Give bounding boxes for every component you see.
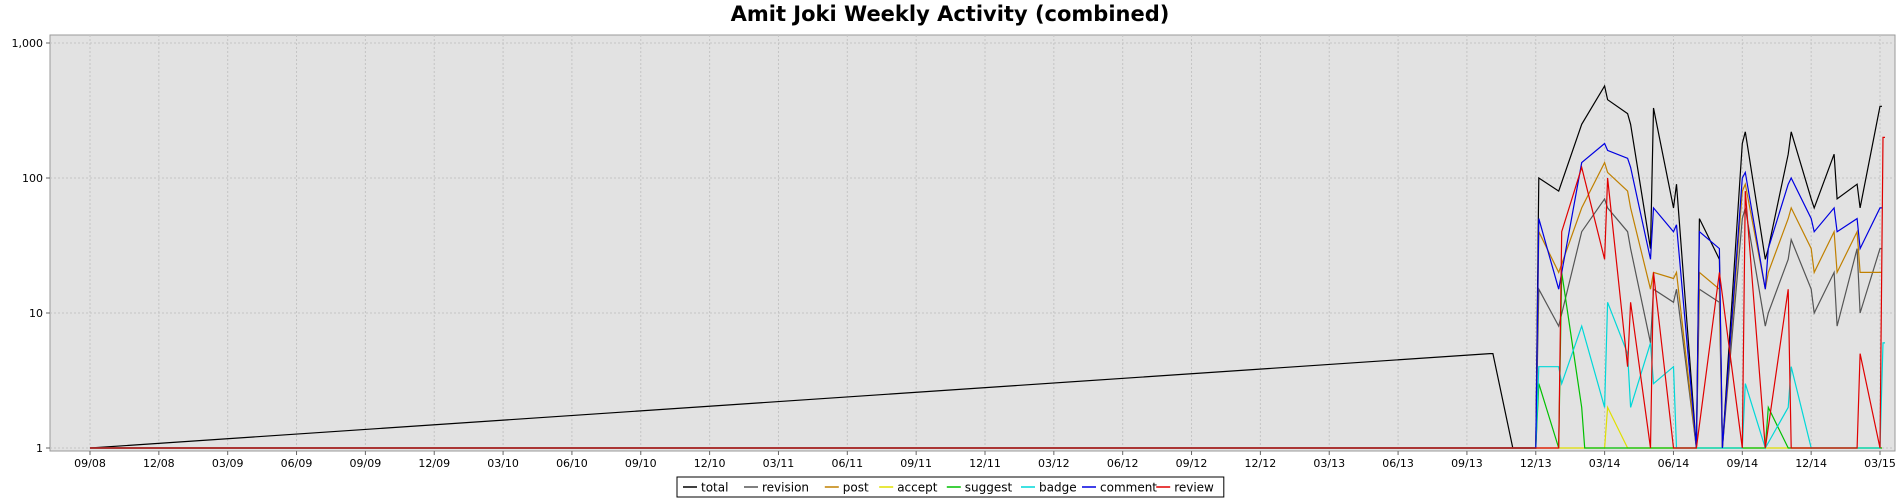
x-tick-label: 12/09: [418, 457, 450, 470]
x-tick-label: 09/14: [1726, 457, 1758, 470]
x-tick-label: 12/12: [1245, 457, 1277, 470]
legend-label-accept: accept: [897, 481, 938, 495]
y-tick-label: 100: [22, 172, 43, 185]
series-line-review: [90, 136, 1885, 449]
series-line-badge: [90, 302, 1885, 450]
series-lines: [89, 84, 1885, 450]
x-tick-label: 03/15: [1864, 457, 1896, 470]
series-line-comment: [90, 142, 1882, 449]
plot-area: [49, 34, 1896, 452]
legend: total revision post accept suggest badge comme…: [676, 476, 1225, 498]
y-tick-label: 1,000: [12, 37, 44, 50]
x-tick-label: 06/09: [281, 457, 313, 470]
x-tick-label: 09/11: [900, 457, 932, 470]
x-axis-ticks: 09/08 12/08 03/09 06/09 09/09 12/09 03/10 06/10…: [74, 451, 1896, 470]
x-tick-label: 06/10: [556, 457, 588, 470]
x-tick-label: 03/12: [1038, 457, 1070, 470]
x-tick-label: 12/11: [969, 457, 1001, 470]
x-tick-label: 06/12: [1107, 457, 1139, 470]
x-tick-label: 12/08: [143, 457, 175, 470]
x-tick-label: 03/09: [212, 457, 244, 470]
x-tick-label: 09/13: [1451, 457, 1483, 470]
grid-lines: [50, 35, 1895, 451]
x-tick-label: 12/14: [1795, 457, 1827, 470]
chart-title: Amit Joki Weekly Activity (combined): [730, 2, 1170, 26]
legend-label-revision: revision: [762, 481, 809, 495]
y-axis-ticks: 1 10 100 1,000: [12, 37, 50, 455]
y-tick-label: 10: [29, 307, 43, 320]
x-tick-label: 12/10: [694, 457, 726, 470]
legend-label-post: post: [843, 481, 869, 495]
x-tick-label: 03/11: [763, 457, 795, 470]
x-tick-label: 03/10: [487, 457, 519, 470]
legend-label-suggest: suggest: [965, 481, 1013, 495]
x-tick-label: 06/11: [831, 457, 863, 470]
series-line-post: [90, 160, 1882, 449]
legend-label-review: review: [1174, 481, 1214, 495]
legend-label-badge: badge: [1039, 481, 1077, 495]
x-tick-label: 09/08: [74, 457, 106, 470]
y-tick-label: 1: [36, 442, 43, 455]
x-tick-label: 09/10: [625, 457, 657, 470]
legend-label-total: total: [701, 481, 728, 495]
x-tick-label: 03/13: [1313, 457, 1345, 470]
x-tick-label: 09/12: [1176, 457, 1208, 470]
x-tick-label: 06/14: [1658, 457, 1690, 470]
x-tick-label: 06/13: [1382, 457, 1414, 470]
x-tick-label: 09/09: [350, 457, 382, 470]
x-tick-label: 03/14: [1589, 457, 1621, 470]
x-tick-label: 12/13: [1520, 457, 1552, 470]
legend-label-comment: comment: [1100, 481, 1157, 495]
